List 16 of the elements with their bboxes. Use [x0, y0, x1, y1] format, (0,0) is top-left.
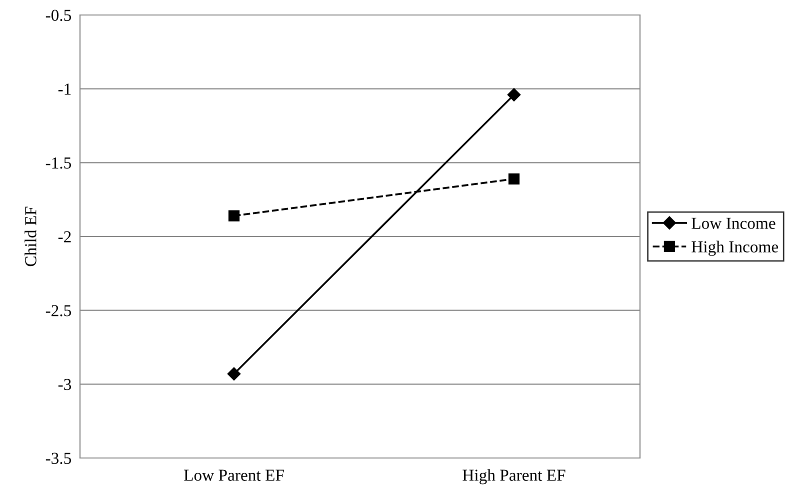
- point: [507, 88, 521, 102]
- point: [227, 367, 241, 380]
- point: [508, 173, 520, 184]
- point: [228, 210, 240, 222]
- x-tick-label: High Parent EF: [462, 469, 566, 484]
- y-tick-label: -3.5: [46, 452, 72, 464]
- x-tick-label: Low Parent EF: [184, 470, 284, 481]
- y-tick-label: -3: [58, 378, 72, 390]
- y-tick-label: -2: [58, 231, 71, 242]
- y-tick-label: -1.5: [46, 157, 72, 169]
- legend-label: High Income: [692, 240, 778, 256]
- y-tick-label: -1: [58, 84, 71, 95]
- y-tick-label: -0.5: [46, 10, 72, 22]
- legend-label: Low Income: [692, 218, 776, 229]
- y-tick-label: -2.5: [46, 305, 72, 316]
- y-axis-title: Child EF: [24, 206, 36, 266]
